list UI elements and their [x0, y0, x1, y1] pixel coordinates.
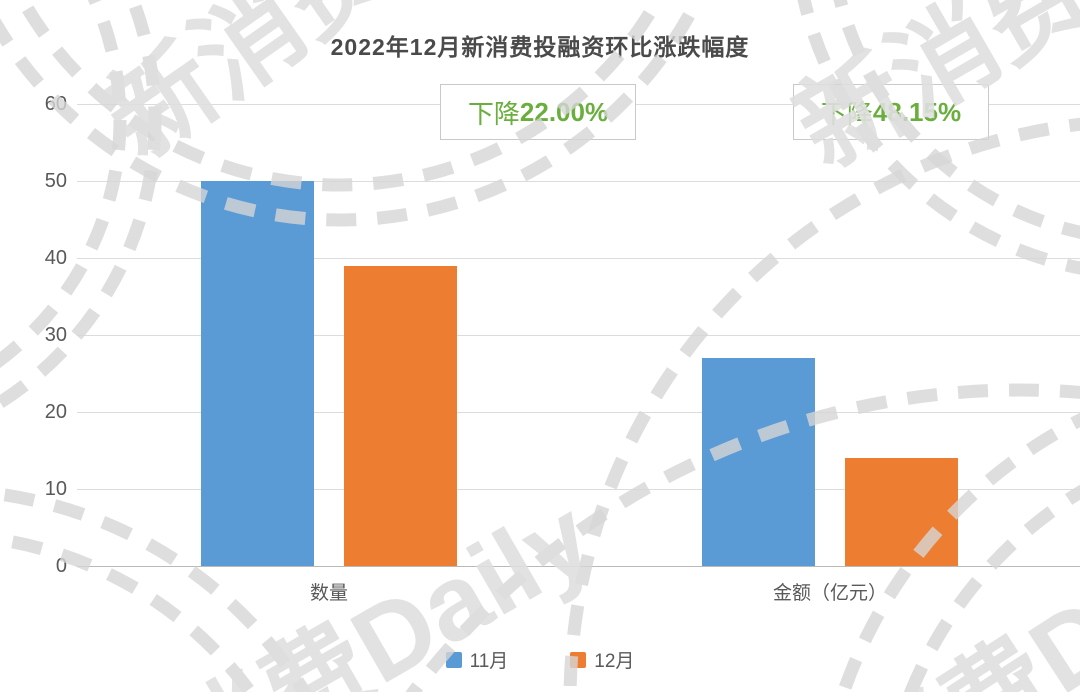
bar-11月-数量: [201, 181, 314, 566]
y-tick-label-40: 40: [44, 247, 67, 269]
legend-label-december: 12月: [594, 651, 635, 672]
y-tick-label-10: 10: [44, 478, 67, 500]
legend-item-december: 12月: [570, 646, 634, 673]
annotation-prefix: 下降: [467, 98, 520, 129]
y-tick-label-60: 60: [44, 93, 67, 115]
legend-item-november: 11月: [445, 646, 509, 673]
legend-swatch-november: [445, 651, 462, 668]
annotation-box-quantity: 下降 22.00%: [440, 84, 636, 140]
x-axis-label-quantity: 数量: [309, 583, 348, 604]
x-axis-label-amount: 金额（亿元）: [772, 583, 887, 604]
legend-label-november: 11月: [469, 651, 509, 672]
y-tick-label-20: 20: [44, 401, 67, 423]
annotation-box-amount: 下降 48.15%: [793, 84, 989, 140]
annotation-value: 22.00%: [519, 96, 609, 127]
chart-title: 2022年12月新消费投融资环比涨跌幅度: [330, 34, 750, 60]
annotation-prefix: 下降: [820, 98, 873, 129]
legend-swatch-december: [570, 651, 587, 668]
legend: 11月 12月: [0, 646, 1080, 673]
y-tick-label-0: 0: [55, 555, 67, 577]
annotation-value: 48.15%: [872, 96, 962, 127]
bar-12月-金额（亿元）: [845, 458, 958, 566]
bar-12月-数量: [344, 265, 457, 566]
bar-11月-金额（亿元）: [702, 358, 815, 566]
y-tick-label-30: 30: [44, 324, 67, 346]
y-tick-label-50: 50: [44, 170, 67, 192]
